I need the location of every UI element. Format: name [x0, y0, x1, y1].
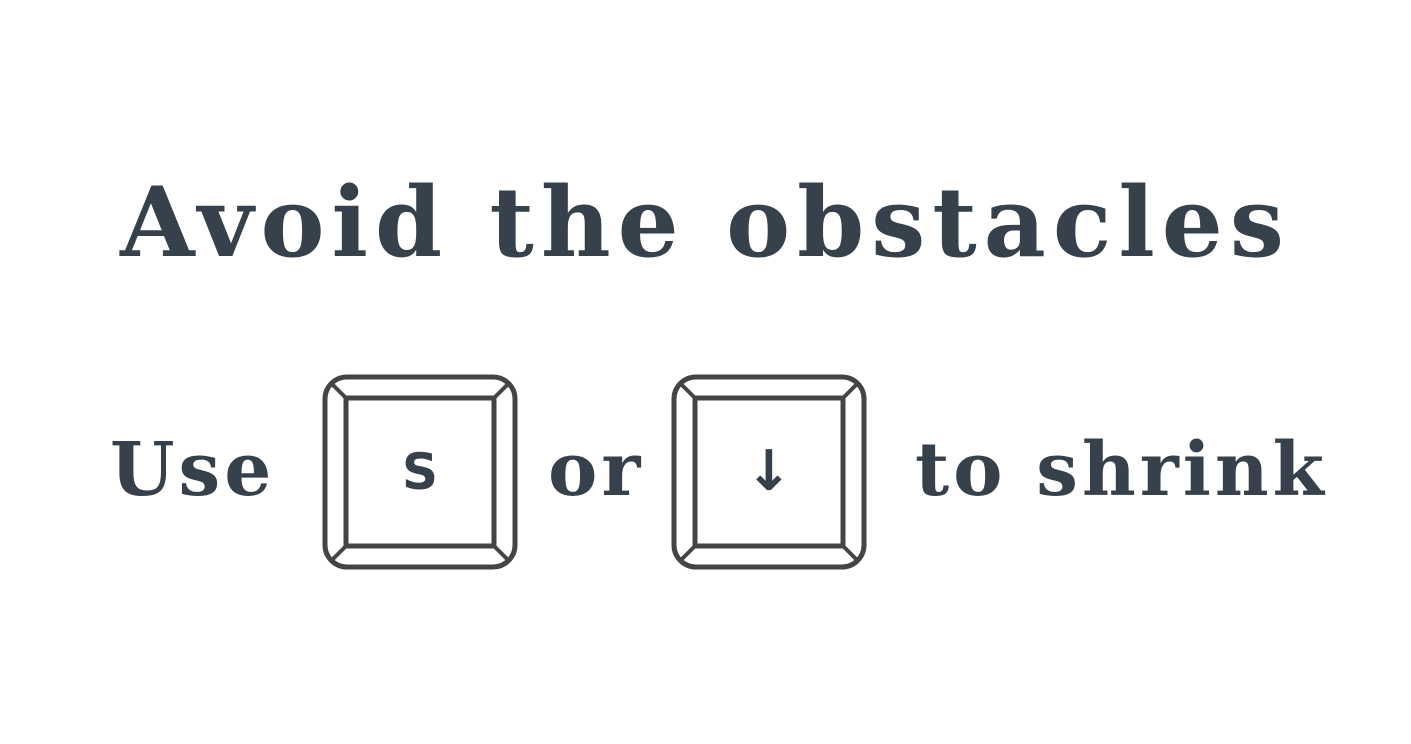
- keycap-outline: [322, 374, 518, 570]
- keycap-outline: [671, 374, 867, 570]
- down-arrow-key: ↓: [671, 374, 867, 570]
- s-key-label: S: [401, 443, 438, 501]
- instruction-suffix: to shrink: [915, 427, 1328, 513]
- s-key: S: [322, 374, 518, 570]
- down-arrow-icon: ↓: [745, 439, 793, 504]
- screen-title: Avoid the obstacles: [120, 166, 1291, 279]
- instruction-row: Use S or ↓ to shrink: [0, 370, 1411, 572]
- instruction-prefix: Use: [110, 427, 276, 513]
- instruction-connector: or: [548, 427, 645, 513]
